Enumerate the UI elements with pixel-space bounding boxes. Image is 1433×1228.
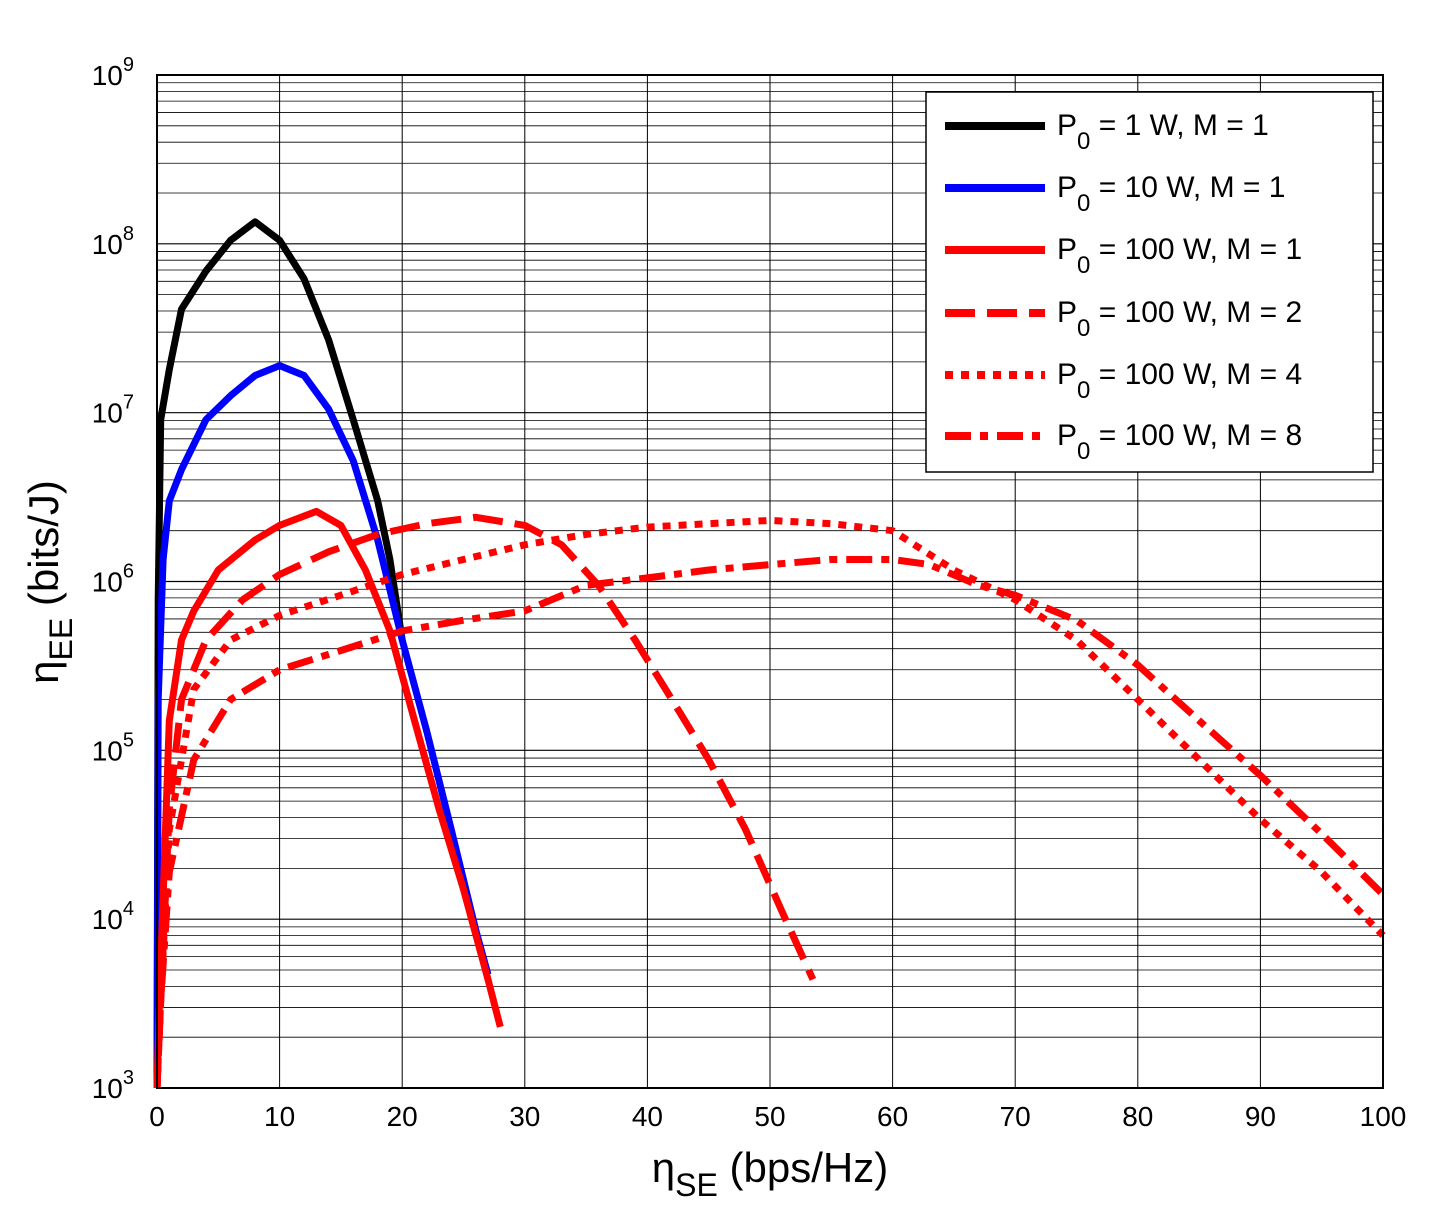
series-line-4 xyxy=(153,513,817,1089)
x-tick-labels: 0 10 20 30 40 50 60 70 80 90 100 xyxy=(149,1101,1406,1132)
y-tick-label: 105 xyxy=(92,729,134,766)
y-tick-label: 103 xyxy=(92,1067,134,1104)
legend-label-2: P0 = 10 W, M = 1 xyxy=(1057,171,1285,217)
y-tick-labels: 103 104 105 106 107 108 109 xyxy=(92,54,134,1104)
y-tick-label: 107 xyxy=(92,392,134,429)
series-lines xyxy=(153,218,1386,1089)
plot-frame xyxy=(156,74,1384,1089)
legend: P0 = 1 W, M = 1 P0 = 10 W, M = 1 P0 = 100 … xyxy=(925,91,1374,473)
x-tick-label: 70 xyxy=(1000,1101,1031,1132)
x-tick-label: 60 xyxy=(877,1101,908,1132)
series-line-1 xyxy=(153,218,406,1089)
legend-label-3: P0 = 100 W, M = 1 xyxy=(1057,233,1302,279)
x-tick-label: 10 xyxy=(264,1101,295,1132)
legend-label-1: P0 = 1 W, M = 1 xyxy=(1057,109,1269,155)
y-axis-label: ηEE (bits/J) xyxy=(20,480,79,684)
y-tick-label: 104 xyxy=(92,898,134,935)
y-tick-label: 109 xyxy=(92,54,134,91)
x-tick-label: 100 xyxy=(1360,1101,1407,1132)
x-tick-label: 0 xyxy=(149,1101,165,1132)
y-tick-label: 106 xyxy=(92,561,134,598)
legend-label-6: P0 = 100 W, M = 8 xyxy=(1057,419,1302,465)
series-line-2 xyxy=(153,362,492,1089)
series-line-5 xyxy=(153,516,1386,1089)
y-tick-label: 108 xyxy=(92,223,134,260)
legend-label-5: P0 = 100 W, M = 4 xyxy=(1057,358,1302,404)
x-tick-label: 30 xyxy=(509,1101,540,1132)
x-tick-label: 40 xyxy=(632,1101,663,1132)
x-tick-label: 20 xyxy=(387,1101,418,1132)
series-line-6 xyxy=(153,556,1386,1089)
x-axis-label: ηSE (bps/Hz) xyxy=(652,1144,888,1203)
legend-box xyxy=(925,91,1374,473)
legend-label-4: P0 = 100 W, M = 2 xyxy=(1057,296,1302,342)
x-tick-label: 90 xyxy=(1245,1101,1276,1132)
x-tick-label: 50 xyxy=(754,1101,785,1132)
series-line-3 xyxy=(153,507,504,1089)
x-tick-label: 80 xyxy=(1122,1101,1153,1132)
